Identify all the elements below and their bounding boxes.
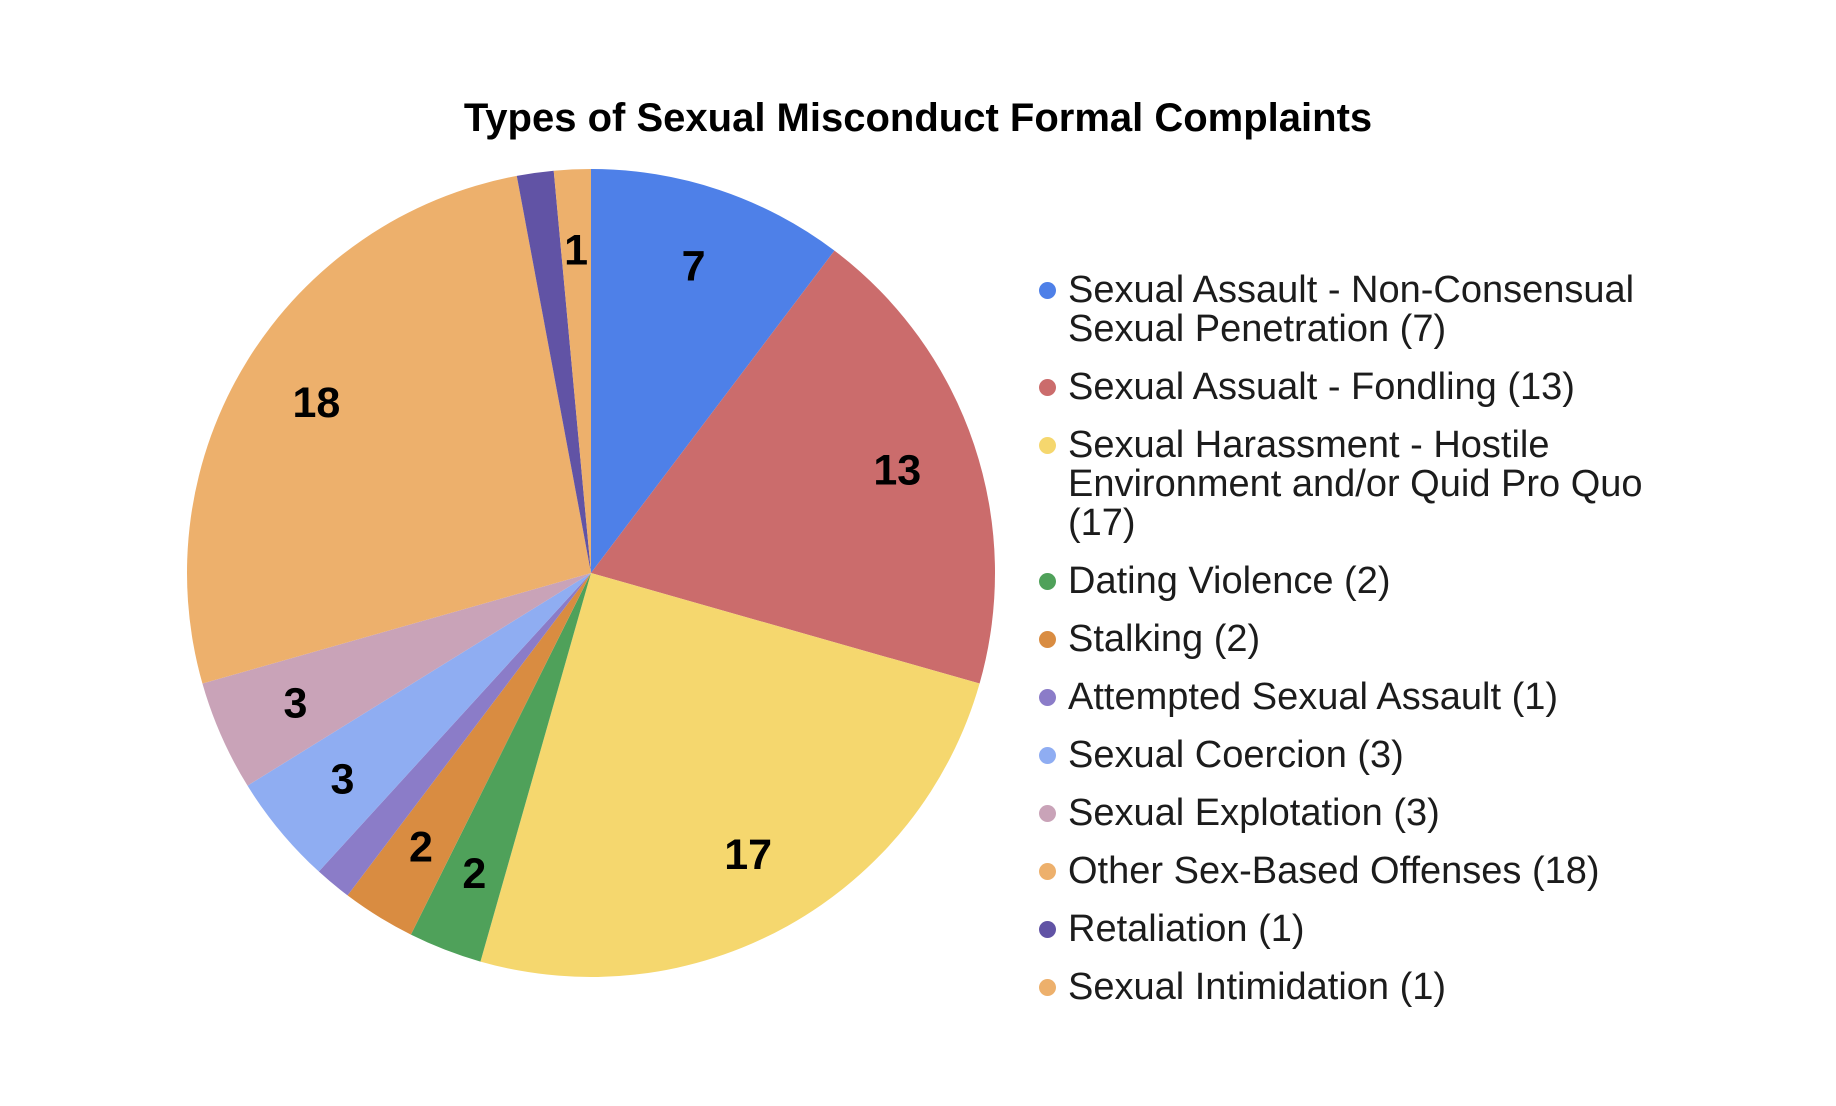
- legend-swatch-icon: [1039, 379, 1056, 396]
- legend-item-retaliation: Retaliation (1): [1039, 910, 1699, 949]
- pie-slice-sexual-explotation: [202, 573, 592, 786]
- legend-label: Sexual Assault - Non-Consensual Sexual P…: [1068, 269, 1635, 350]
- legend-swatch-icon: [1039, 573, 1056, 590]
- legend-item-sexual-coercion: Sexual Coercion (3): [1039, 736, 1699, 775]
- legend-item-sexual-harassment-hostile-environment-and-or-quid-pro-quo: Sexual Harassment - Hostile Environment …: [1039, 426, 1699, 543]
- slice-value-label-dating-violence: 2: [462, 850, 486, 898]
- slice-value-label-sexual-harassment-hostile-environment-and-or-quid-pro-quo: 17: [724, 831, 772, 879]
- pie-slice-dating-violence: [410, 573, 591, 962]
- slice-value-label-sexual-assault-non-consensual-sexual-penetration: 7: [682, 243, 706, 291]
- slice-value-label-other-sex-based-offenses: 18: [292, 379, 340, 427]
- legend-label: Sexual Coercion (3): [1068, 734, 1404, 776]
- legend: Sexual Assault - Non-Consensual Sexual P…: [1039, 271, 1699, 1026]
- legend-swatch-icon: [1039, 805, 1056, 822]
- slice-value-label-sexual-assualt-fondling: 13: [873, 446, 921, 494]
- legend-swatch-icon: [1039, 437, 1056, 454]
- slice-value-label-sexual-intimidation: 1: [564, 226, 588, 274]
- legend-label: Sexual Assualt - Fondling (13): [1068, 366, 1575, 408]
- legend-label: Sexual Intimidation (1): [1068, 966, 1447, 1008]
- legend-label: Sexual Explotation (3): [1068, 792, 1440, 834]
- slice-value-label-sexual-explotation: 3: [284, 680, 308, 728]
- legend-item-sexual-intimidation: Sexual Intimidation (1): [1039, 968, 1699, 1007]
- legend-item-other-sex-based-offenses: Other Sex-Based Offenses (18): [1039, 852, 1699, 891]
- legend-label: Dating Violence (2): [1068, 560, 1391, 602]
- pie-slice-other-sex-based-offenses: [186, 175, 592, 684]
- legend-label: Other Sex-Based Offenses (18): [1068, 850, 1600, 892]
- legend-swatch-icon: [1039, 979, 1056, 996]
- pie-slice-sexual-coercion: [247, 573, 591, 872]
- legend-swatch-icon: [1039, 863, 1056, 880]
- legend-item-stalking: Stalking (2): [1039, 620, 1699, 659]
- slice-value-label-stalking: 2: [409, 824, 433, 872]
- legend-swatch-icon: [1039, 282, 1056, 299]
- pie-slice-sexual-assault-non-consensual-sexual-penetration: [591, 169, 835, 573]
- pie-slice-sexual-assualt-fondling: [591, 250, 996, 684]
- legend-item-dating-violence: Dating Violence (2): [1039, 562, 1699, 601]
- pie-slice-retaliation: [516, 170, 591, 573]
- legend-item-sexual-explotation: Sexual Explotation (3): [1039, 794, 1699, 833]
- pie-slice-attempted-sexual-assault: [318, 573, 591, 896]
- pie-slice-sexual-harassment-hostile-environment-and-or-quid-pro-quo: [480, 573, 980, 978]
- legend-label: Attempted Sexual Assault (1): [1068, 676, 1559, 718]
- legend-swatch-icon: [1039, 921, 1056, 938]
- slice-value-label-sexual-coercion: 3: [331, 755, 355, 803]
- pie-slice-sexual-intimidation: [553, 169, 591, 573]
- legend-label: Retaliation (1): [1068, 908, 1305, 950]
- chart-title: Types of Sexual Misconduct Formal Compla…: [463, 96, 1373, 140]
- legend-item-sexual-assault-non-consensual-sexual-penetration: Sexual Assault - Non-Consensual Sexual P…: [1039, 271, 1699, 349]
- legend-swatch-icon: [1039, 747, 1056, 764]
- legend-item-attempted-sexual-assault: Attempted Sexual Assault (1): [1039, 678, 1699, 717]
- pie-slice-stalking: [347, 573, 591, 935]
- legend-swatch-icon: [1039, 631, 1056, 648]
- legend-swatch-icon: [1039, 689, 1056, 706]
- legend-label: Stalking (2): [1068, 618, 1261, 660]
- legend-label: Sexual Harassment - Hostile Environment …: [1068, 424, 1643, 544]
- legend-item-sexual-assualt-fondling: Sexual Assualt - Fondling (13): [1039, 368, 1699, 407]
